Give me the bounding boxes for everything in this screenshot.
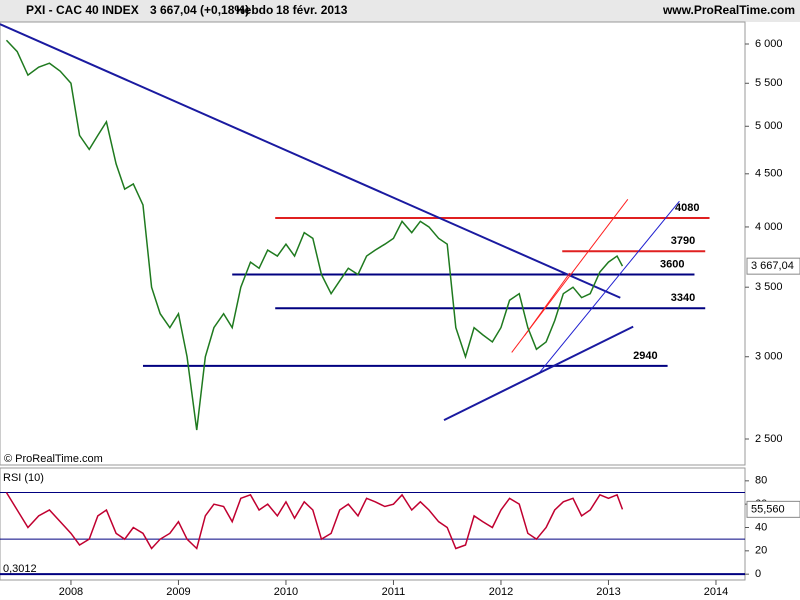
y-tick-label: 3 000: [755, 351, 783, 363]
x-tick-label: 2011: [382, 586, 406, 598]
last-value-label: 3 667,04: [751, 260, 794, 272]
date: 18 févr. 2013: [276, 3, 348, 17]
copyright: © ProRealTime.com: [4, 453, 103, 465]
y-tick-label: 80: [755, 475, 767, 487]
series-line: [5, 39, 624, 431]
x-tick-label: 2013: [596, 586, 620, 598]
quote: 3 667,04 (+0,18%): [150, 3, 249, 17]
y-tick-label: 0: [755, 568, 761, 580]
level-label: 3600: [660, 258, 684, 270]
trend-line: [524, 272, 571, 336]
y-tick-label: 4 500: [755, 168, 783, 180]
rsi-title: RSI (10): [3, 472, 44, 484]
last-value-box: [746, 257, 800, 275]
symbol: PXI - CAC 40 INDEX: [26, 3, 139, 17]
rsi-panel: [0, 467, 746, 581]
last-value-box: [746, 500, 800, 518]
x-tick-label: 2014: [704, 586, 728, 598]
y-tick-label: 2 500: [755, 433, 783, 445]
header-bar: [0, 0, 800, 22]
y-tick-label: 6 000: [755, 38, 783, 50]
x-tick-label: 2009: [166, 586, 190, 598]
y-tick-label: 4 000: [755, 221, 783, 233]
y-tick-label: 40: [755, 521, 767, 533]
trend-line: [539, 200, 680, 373]
y-tick-label: 5 000: [755, 120, 783, 132]
x-tick-label: 2008: [59, 586, 83, 598]
level-label: 3790: [671, 235, 695, 247]
y-tick-label: 5 500: [755, 77, 783, 89]
last-value-label: 55,560: [751, 503, 785, 515]
level-label: 3340: [671, 292, 695, 304]
level-label: 4080: [675, 202, 699, 214]
level-label: 2940: [633, 350, 657, 362]
y-tick-label: 3 500: [755, 281, 783, 293]
trend-line: [443, 325, 634, 421]
site: www.ProRealTime.com: [662, 3, 795, 17]
x-tick-label: 2010: [274, 586, 298, 598]
x-tick-label: 2012: [489, 586, 513, 598]
footer-label: 0,3012: [3, 563, 37, 575]
series-line: [5, 492, 624, 550]
period: Hebdo: [236, 3, 273, 17]
y-tick-label: 20: [755, 545, 767, 557]
price-panel: [0, 21, 746, 466]
trend-line: [0, 23, 621, 299]
